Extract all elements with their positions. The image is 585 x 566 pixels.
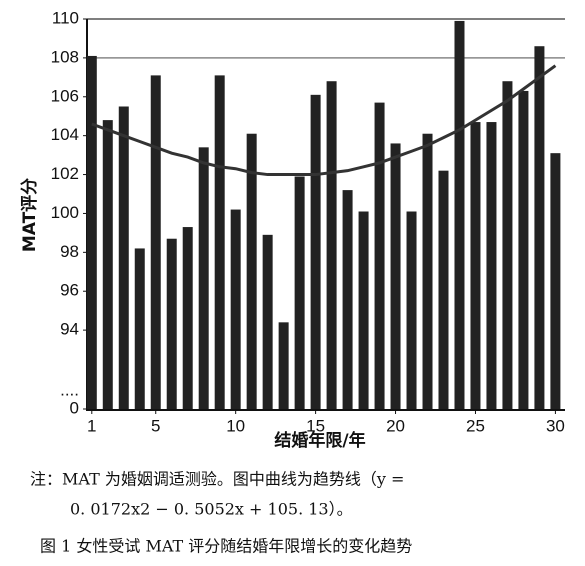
bar: [518, 90, 529, 409]
bar: [230, 209, 241, 409]
bar: [358, 211, 369, 409]
y-tick-label: 102: [51, 164, 79, 183]
y-tick-label: 98: [60, 242, 79, 261]
y-tick-label: 108: [51, 47, 79, 66]
y-tick-label: 110: [52, 8, 79, 27]
bar: [150, 75, 161, 409]
y-tick-label: 106: [51, 86, 79, 105]
bar: [470, 122, 481, 410]
bar: [166, 238, 177, 409]
bar: [262, 234, 273, 409]
bar: [102, 120, 113, 409]
x-tick-label: 10: [226, 416, 245, 435]
y-tick-label: 94: [60, 320, 79, 339]
bar: [278, 322, 289, 409]
x-tick-label: 5: [151, 416, 160, 435]
x-axis-label: 结婚年限/年: [274, 430, 365, 451]
bar: [310, 94, 321, 409]
bar: [454, 20, 465, 409]
bar: [342, 190, 353, 409]
bar: [422, 133, 433, 409]
bar: [486, 122, 497, 410]
bar: [214, 75, 225, 409]
x-tick-label: 30: [546, 416, 565, 435]
bar: [246, 133, 257, 409]
x-tick-label: 25: [466, 416, 485, 435]
x-tick-label: 15: [306, 416, 325, 435]
note-line: 注：MAT 为婚姻调适测验。图中曲线为趋势线（y =: [30, 470, 404, 489]
bar: [294, 176, 305, 409]
y-axis-label: MAT评分: [20, 178, 40, 252]
axis-break: ....: [60, 380, 79, 399]
y-tick-label: 104: [51, 125, 79, 144]
bar: [502, 81, 513, 409]
figure-caption: 图 1 女性受试 MAT 评分随结婚年限增长的变化趋势: [40, 537, 412, 556]
y-tick-label: 0: [70, 398, 79, 417]
bar: [326, 81, 337, 409]
bar: [438, 170, 449, 409]
y-tick-label: 100: [51, 203, 79, 222]
bar: [374, 102, 385, 409]
note-line: 0. 0172x2 − 0. 5052x + 105. 13）。: [70, 500, 353, 519]
bar: [390, 143, 401, 409]
trend-line: [91, 64, 557, 177]
x-tick-label: 1: [87, 416, 96, 435]
bar: [118, 106, 129, 409]
bar: [198, 147, 209, 410]
bar: [86, 55, 97, 409]
y-tick-label: 96: [60, 281, 79, 300]
x-tick-label: 20: [386, 416, 405, 435]
bar: [406, 211, 417, 409]
bar: [134, 248, 145, 409]
bar: [534, 46, 545, 409]
bar: [182, 227, 193, 409]
bar: [550, 153, 561, 409]
